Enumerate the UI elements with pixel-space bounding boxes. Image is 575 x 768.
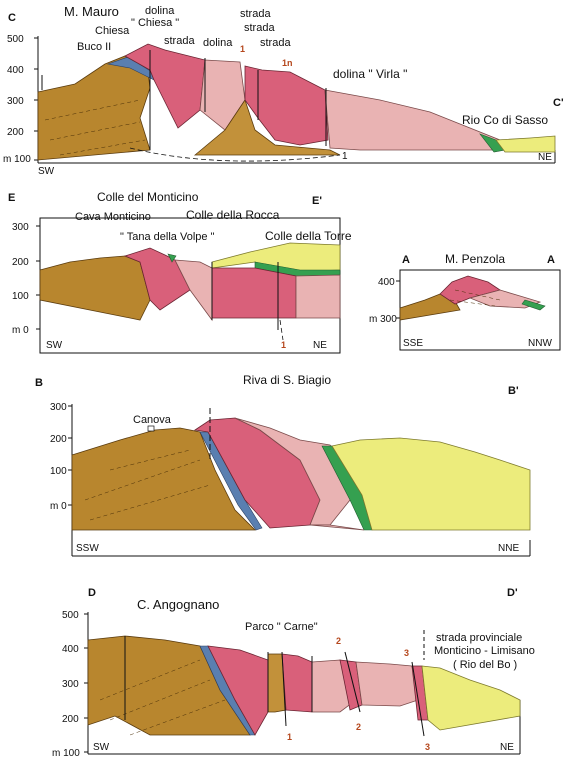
e-monticino-label: Colle del Monticino (97, 190, 199, 204)
c-chiesa-label: Chiesa (95, 25, 130, 37)
c-strada-label-2: strada (240, 8, 271, 20)
b-dir-left: SSW (76, 543, 99, 554)
e-fault-num: 1 (281, 340, 286, 350)
c-strada-label-1: strada (164, 35, 195, 47)
c-dolina-label: dolina (203, 37, 233, 49)
a-letter-right: A (547, 254, 555, 266)
d-strada-label-2: Monticino - Limisano (434, 645, 535, 657)
c-ytick-400: 400 (7, 65, 24, 76)
d-letter-right: D' (507, 587, 518, 599)
d-ytick-300: 300 (62, 679, 79, 690)
section-d: 500 400 300 200 m 100 D C. Angognano Par… (52, 587, 535, 759)
b-sandstone (71, 427, 256, 531)
section-e: 300 200 100 m 0 E Colle del Monticino Ca… (8, 190, 352, 354)
a-peak-label: M. Penzola (445, 252, 505, 266)
c-sands-yellow (495, 135, 556, 153)
a-dir-left: SSE (403, 338, 423, 349)
c-dir-right: NE (538, 152, 552, 163)
e-letter-right: E' (312, 195, 322, 207)
e-dir-right: NE (313, 340, 327, 351)
c-rio-label: Rio Co di Sasso (462, 113, 548, 127)
d-peak-label: C. Angognano (137, 597, 219, 612)
c-bottom-num: 1 (342, 151, 348, 162)
e-gypsum-dark-2 (211, 267, 297, 319)
d-dir-left: SW (93, 742, 110, 753)
d-ytick-400: 400 (62, 644, 79, 655)
d-ytick-500: 500 (62, 610, 79, 621)
e-gypsum-light-2 (295, 274, 341, 319)
c-letter-right: C' (553, 97, 564, 109)
e-ytick-0: m 0 (12, 325, 29, 336)
c-dir-left: SW (38, 166, 55, 177)
c-strada-label-4: strada (260, 37, 291, 49)
d-dir-right: NE (500, 742, 514, 753)
b-ytick-100: 100 (50, 466, 67, 477)
d-letter-left: D (88, 587, 96, 599)
d-gypsum-light-2 (355, 661, 419, 707)
e-letter-left: E (8, 192, 15, 204)
c-dolina-chiesa-label-2: " Chiesa " (131, 17, 179, 29)
a-ytick-400: 400 (378, 277, 395, 288)
a-ytick-300: m 300 (369, 314, 397, 325)
d-strada-label-3: ( Rio del Bo ) (453, 659, 517, 671)
d-strada-label-1: strada provinciale (436, 632, 522, 644)
e-cava-label: Cava Monticino (75, 211, 151, 223)
b-letter-right: B' (508, 385, 519, 397)
e-ytick-300: 300 (12, 222, 29, 233)
a-gypsum-dark (439, 275, 501, 305)
e-torre-label: Colle della Torre (265, 229, 352, 243)
c-ytick-500: 500 (7, 34, 24, 45)
e-tana-label: " Tana della Volpe " (120, 231, 215, 243)
c-sandstone-left (37, 55, 151, 161)
b-gypsum-light (234, 417, 351, 526)
b-ytick-300: 300 (50, 402, 67, 413)
d-sands-yellow (421, 665, 521, 731)
b-sands-yellow (331, 437, 531, 531)
d-gypsum-dark-2 (281, 653, 313, 713)
d-num-1-bottom: 1 (287, 732, 292, 742)
c-strada-label-3: strada (244, 22, 275, 34)
a-letter-left: A (402, 254, 410, 266)
e-dir-left: SW (46, 340, 63, 351)
b-canova-label: Canova (133, 414, 172, 426)
section-a: 400 m 300 A M. Penzola A SSE NNW (369, 252, 561, 351)
c-fault-num-1n: 1n (282, 58, 293, 68)
d-num-2-top: 2 (336, 636, 341, 646)
d-parco-label: Parco " Carne" (245, 621, 318, 633)
c-ytick-300: 300 (7, 96, 24, 107)
e-ytick-100: 100 (12, 291, 29, 302)
b-letter-left: B (35, 377, 43, 389)
section-b: 300 200 100 m 0 B Riva di S. Biagio Cano… (35, 373, 531, 557)
c-letter-left: C (8, 12, 16, 24)
c-dolina-chiesa-label-1: dolina (145, 5, 175, 17)
c-ytick-100: m 100 (3, 154, 31, 165)
c-fault-num-1: 1 (240, 44, 245, 54)
e-rocca-label: Colle della Rocca (186, 208, 280, 222)
c-ytick-200: 200 (7, 127, 24, 138)
d-num-2-bottom: 2 (356, 722, 361, 732)
b-ytick-200: 200 (50, 434, 67, 445)
d-ytick-200: 200 (62, 714, 79, 725)
b-ytick-0: m 0 (50, 501, 67, 512)
c-virla-label: dolina " Virla " (333, 67, 407, 81)
e-sandstone (39, 255, 151, 321)
c-buco-label: Buco II (77, 41, 111, 53)
d-num-3-bottom: 3 (425, 742, 430, 752)
e-ytick-200: 200 (12, 257, 29, 268)
d-ytick-100: m 100 (52, 748, 80, 759)
section-c: 500 400 300 200 m 100 C M. Mauro Chiesa (3, 4, 564, 177)
d-num-3-top: 3 (404, 648, 409, 658)
c-peak-label: M. Mauro (64, 4, 119, 19)
a-dir-right: NNW (528, 338, 552, 349)
b-dir-right: NNE (498, 543, 519, 554)
b-riva-label: Riva di S. Biagio (243, 373, 331, 387)
c-gypsum-dark-2 (244, 65, 329, 146)
c-sandstone-syncline (193, 99, 341, 156)
